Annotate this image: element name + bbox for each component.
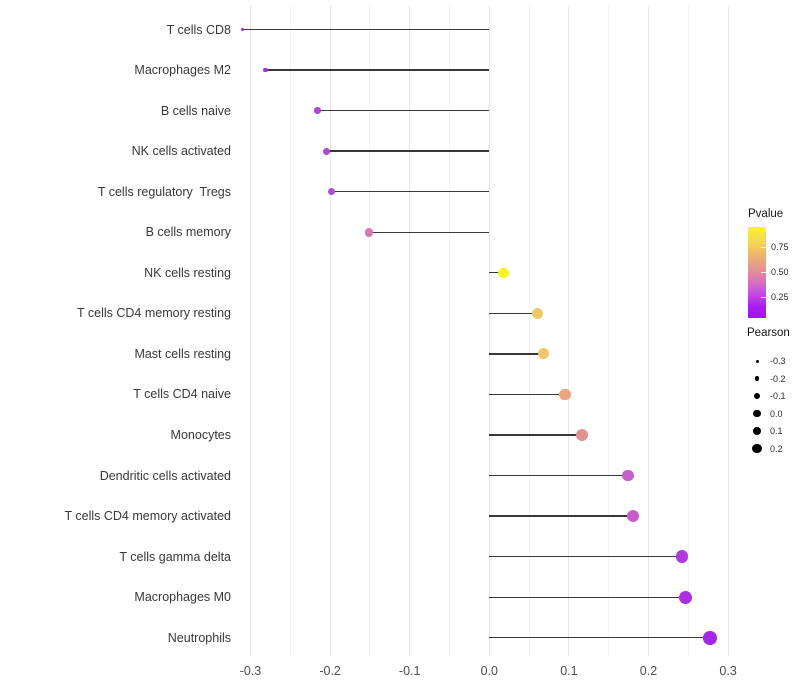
lollipop-dot	[328, 188, 336, 196]
gridline	[568, 6, 570, 656]
lollipop-dot	[627, 510, 640, 523]
category-label: T cells CD4 naive	[133, 387, 231, 402]
pearson-legend-title: Pearson	[747, 327, 790, 339]
lollipop-dot	[703, 631, 717, 645]
gridline	[449, 6, 450, 656]
lollipop-stem	[489, 555, 682, 558]
lollipop-dot	[675, 550, 689, 563]
pvalue-tick-label: 0.50	[771, 266, 789, 277]
lollipop-dot	[263, 67, 268, 73]
pearson-legend-label: -0.3	[770, 356, 786, 366]
lollipop-stem	[331, 191, 490, 193]
lollipop-dot	[532, 307, 544, 319]
category-label: T cells CD4 memory activated	[64, 509, 232, 524]
lollipop-dot	[576, 429, 589, 441]
lollipop-stem	[489, 637, 710, 639]
x-tick-label: -0.2	[319, 664, 341, 678]
x-tick-label: -0.3	[239, 664, 262, 678]
lollipop-dot	[537, 348, 549, 360]
category-label: Macrophages M2	[134, 63, 231, 78]
category-label: Neutrophils	[167, 630, 231, 645]
lollipop-dot	[559, 388, 571, 401]
category-label: B cells memory	[145, 225, 231, 240]
lollipop-dot	[314, 107, 321, 114]
lollipop-stem	[489, 353, 544, 355]
category-label: B cells naive	[160, 103, 231, 118]
category-label: Dendritic cells activated	[99, 468, 231, 483]
category-label: NK cells activated	[131, 144, 231, 159]
lollipop-stem	[489, 596, 686, 598]
lollipop-dot	[679, 590, 693, 604]
lollipop-stem	[326, 150, 490, 152]
pearson-legend-label: 0.2	[770, 443, 783, 454]
lollipop-stem	[489, 515, 634, 517]
pearson-legend-label: -0.1	[770, 391, 786, 401]
pearson-legend-dot	[753, 392, 761, 400]
gridline	[250, 6, 251, 656]
pvalue-colorbar-tick	[761, 246, 766, 248]
lollipop-stem	[369, 231, 490, 233]
lollipop-stem	[317, 109, 490, 112]
category-label: Macrophages M0	[134, 590, 231, 605]
pvalue-legend-title: Pvalue	[748, 208, 784, 220]
pearson-legend-dot	[755, 359, 759, 363]
lollipop-stem	[265, 69, 490, 71]
gridline	[608, 6, 610, 656]
lollipop-dot	[364, 228, 374, 237]
x-tick-label: 0.2	[639, 664, 658, 678]
pvalue-colorbar	[748, 227, 766, 318]
gridline	[369, 6, 371, 656]
lollipop-stem	[242, 28, 490, 31]
lollipop-dot	[241, 28, 245, 31]
category-label: NK cells resting	[144, 265, 231, 280]
category-label: T cells regulatory Tregs	[97, 184, 231, 199]
lollipop-dot	[498, 267, 509, 279]
gridline	[488, 6, 490, 656]
gridline	[329, 6, 331, 656]
gridline	[727, 6, 729, 656]
pearson-legend-dot	[754, 376, 760, 381]
pvalue-tick-label: 0.25	[771, 291, 789, 302]
gridline	[648, 6, 649, 656]
pvalue-tick-label: 0.75	[771, 241, 789, 252]
gridline	[409, 6, 411, 656]
lollipop-stem	[489, 312, 538, 315]
category-label: T cells gamma delta	[119, 549, 231, 564]
pvalue-colorbar-tick	[761, 271, 766, 273]
x-tick-label: 0.3	[719, 664, 737, 678]
pearson-legend-label: 0.1	[770, 426, 783, 436]
lollipop-dot	[622, 469, 634, 482]
gridline	[528, 6, 530, 656]
gridline	[687, 6, 689, 656]
x-tick-label: -0.1	[398, 664, 421, 678]
x-tick-label: 0.0	[480, 664, 498, 678]
lollipop-stem	[489, 434, 583, 436]
category-label: Monocytes	[170, 428, 231, 442]
category-label: T cells CD8	[166, 22, 231, 37]
lollipop-stem	[489, 474, 628, 477]
lollipop-stem	[489, 272, 504, 274]
category-label: T cells CD4 memory resting	[77, 306, 231, 321]
pearson-legend-dot	[752, 443, 762, 454]
pearson-legend-label: 0.0	[770, 408, 783, 419]
category-label: Mast cells resting	[134, 346, 231, 361]
lollipop-dot	[322, 147, 330, 155]
lollipop-stem	[489, 393, 565, 396]
pvalue-colorbar-tick	[761, 296, 766, 298]
pearson-legend-label: -0.2	[770, 373, 786, 384]
pearson-legend-dot	[753, 409, 761, 418]
x-tick-label: 0.1	[560, 664, 578, 678]
gridline	[289, 6, 291, 656]
pearson-legend-dot	[752, 426, 762, 436]
